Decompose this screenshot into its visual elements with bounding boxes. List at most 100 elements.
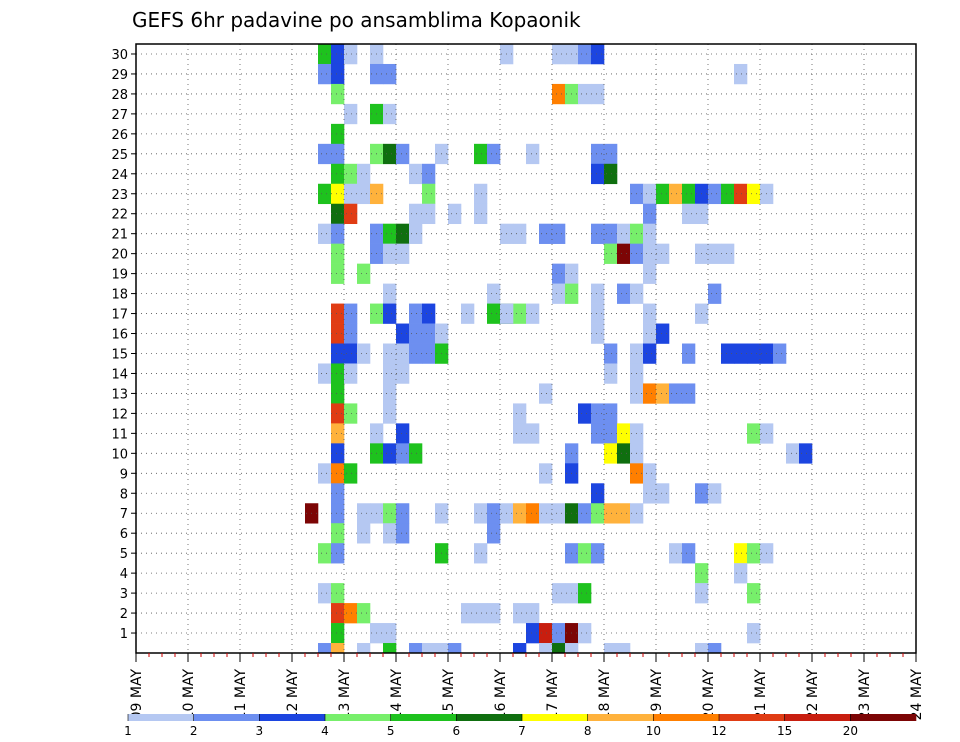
heatmap-cell [591, 143, 605, 165]
heatmap-cell [331, 403, 345, 424]
heatmap-cell [357, 183, 371, 205]
heatmap-cell [487, 503, 501, 524]
heatmap-cell [513, 503, 527, 524]
heatmap-cell [513, 603, 527, 624]
legend-tick-label: 10 [646, 724, 661, 738]
heatmap-cell [708, 243, 722, 264]
heatmap-cell [643, 263, 657, 284]
heatmap-cell [318, 223, 332, 244]
x-tick-label: 15 MAY [441, 669, 457, 721]
heatmap-cell [591, 163, 605, 185]
heatmap-cell [669, 383, 683, 404]
heatmap-cell [487, 523, 501, 544]
heatmap-cell [318, 63, 332, 85]
heatmap-cell [591, 83, 605, 105]
heatmap-cell [591, 303, 605, 324]
x-tick-label: 22 MAY [805, 669, 821, 721]
heatmap-cell [513, 223, 527, 244]
heatmap-cell [331, 323, 345, 344]
heatmap-cell [721, 183, 735, 205]
legend-tick-label: 7 [518, 724, 526, 738]
y-tick-label: 30 [111, 48, 128, 63]
heatmap-cell [331, 483, 345, 504]
heatmap-cell [591, 403, 605, 424]
heatmap-cell [708, 483, 722, 504]
heatmap-cell [565, 643, 579, 654]
heatmap-cell [721, 243, 735, 264]
heatmap-cell [331, 643, 345, 654]
heatmap-cell [396, 523, 410, 544]
heatmap-cell [747, 423, 761, 444]
heatmap-cell [487, 143, 501, 165]
heatmap-cell [396, 503, 410, 524]
heatmap-cell [539, 503, 553, 524]
heatmap-cell [539, 643, 553, 654]
heatmap-cell [344, 103, 358, 125]
heatmap-cell [409, 323, 423, 344]
y-tick-label: 26 [111, 128, 128, 143]
x-tick-label: 20 MAY [701, 669, 717, 721]
y-tick-label: 2 [120, 607, 128, 622]
heatmap-cell [396, 423, 410, 444]
heatmap-cell [435, 643, 449, 654]
heatmap-cell [656, 243, 670, 264]
heatmap-cell [383, 443, 397, 464]
y-tick-label: 23 [111, 188, 128, 203]
heatmap-cell [474, 143, 488, 165]
heatmap-cell [448, 643, 462, 654]
x-tick-label: 09 MAY [129, 669, 145, 721]
x-tick-label: 23 MAY [857, 669, 873, 721]
legend-tick-label: 20 [843, 724, 858, 738]
heatmap-cell [578, 583, 592, 604]
heatmap-cell [552, 223, 566, 244]
heatmap-cell [513, 643, 527, 654]
heatmap-cell [331, 243, 345, 264]
heatmap-cell [734, 343, 748, 364]
y-tick-label: 22 [111, 208, 128, 223]
heatmap-cell [552, 283, 566, 304]
heatmap-cell [474, 503, 488, 524]
heatmap-cell [383, 623, 397, 644]
heatmap-cell [617, 443, 631, 464]
heatmap-cell [331, 223, 345, 244]
heatmap-cell [409, 343, 423, 364]
heatmap-cell [708, 183, 722, 205]
heatmap-cell [552, 643, 566, 654]
x-tick-label: 13 MAY [337, 669, 353, 721]
y-tick-label: 12 [111, 407, 128, 422]
legend-swatch [784, 714, 851, 721]
chart-title: GEFS 6hr padavine po ansamblima Kopaonik [132, 8, 581, 32]
legend-swatch [522, 714, 588, 721]
heatmap-cell [513, 303, 527, 324]
heatmap-cell [331, 263, 345, 284]
y-tick-label: 8 [120, 487, 128, 502]
heatmap-cell [383, 403, 397, 424]
legend-tick-label: 8 [584, 724, 592, 738]
heatmap-cell [747, 183, 761, 205]
heatmap-cell [331, 503, 345, 524]
heatmap-cell [396, 143, 410, 165]
heatmap-cell [383, 143, 397, 165]
heatmap-cell [318, 44, 332, 65]
heatmap-cell [552, 623, 566, 644]
heatmap-cell [643, 243, 657, 264]
heatmap-cell [604, 643, 618, 654]
heatmap-cell [526, 423, 540, 444]
heatmap-cell [604, 423, 618, 444]
heatmap-cell [578, 44, 592, 65]
heatmap-cell [604, 503, 618, 524]
y-tick-label: 5 [120, 547, 128, 562]
x-tick-label: 19 MAY [649, 669, 665, 721]
heatmap-cell [422, 643, 436, 654]
heatmap-cell [617, 223, 631, 244]
heatmap-cell [799, 443, 813, 464]
y-tick-label: 11 [111, 427, 128, 442]
heatmap-cell [383, 303, 397, 324]
heatmap-cell [344, 403, 358, 424]
heatmap-cell [344, 203, 358, 225]
heatmap-cell [344, 463, 358, 484]
heatmap-cell [422, 343, 436, 364]
y-tick-label: 3 [120, 587, 128, 602]
heatmap-cell [526, 303, 540, 324]
heatmap-cell [526, 143, 540, 165]
